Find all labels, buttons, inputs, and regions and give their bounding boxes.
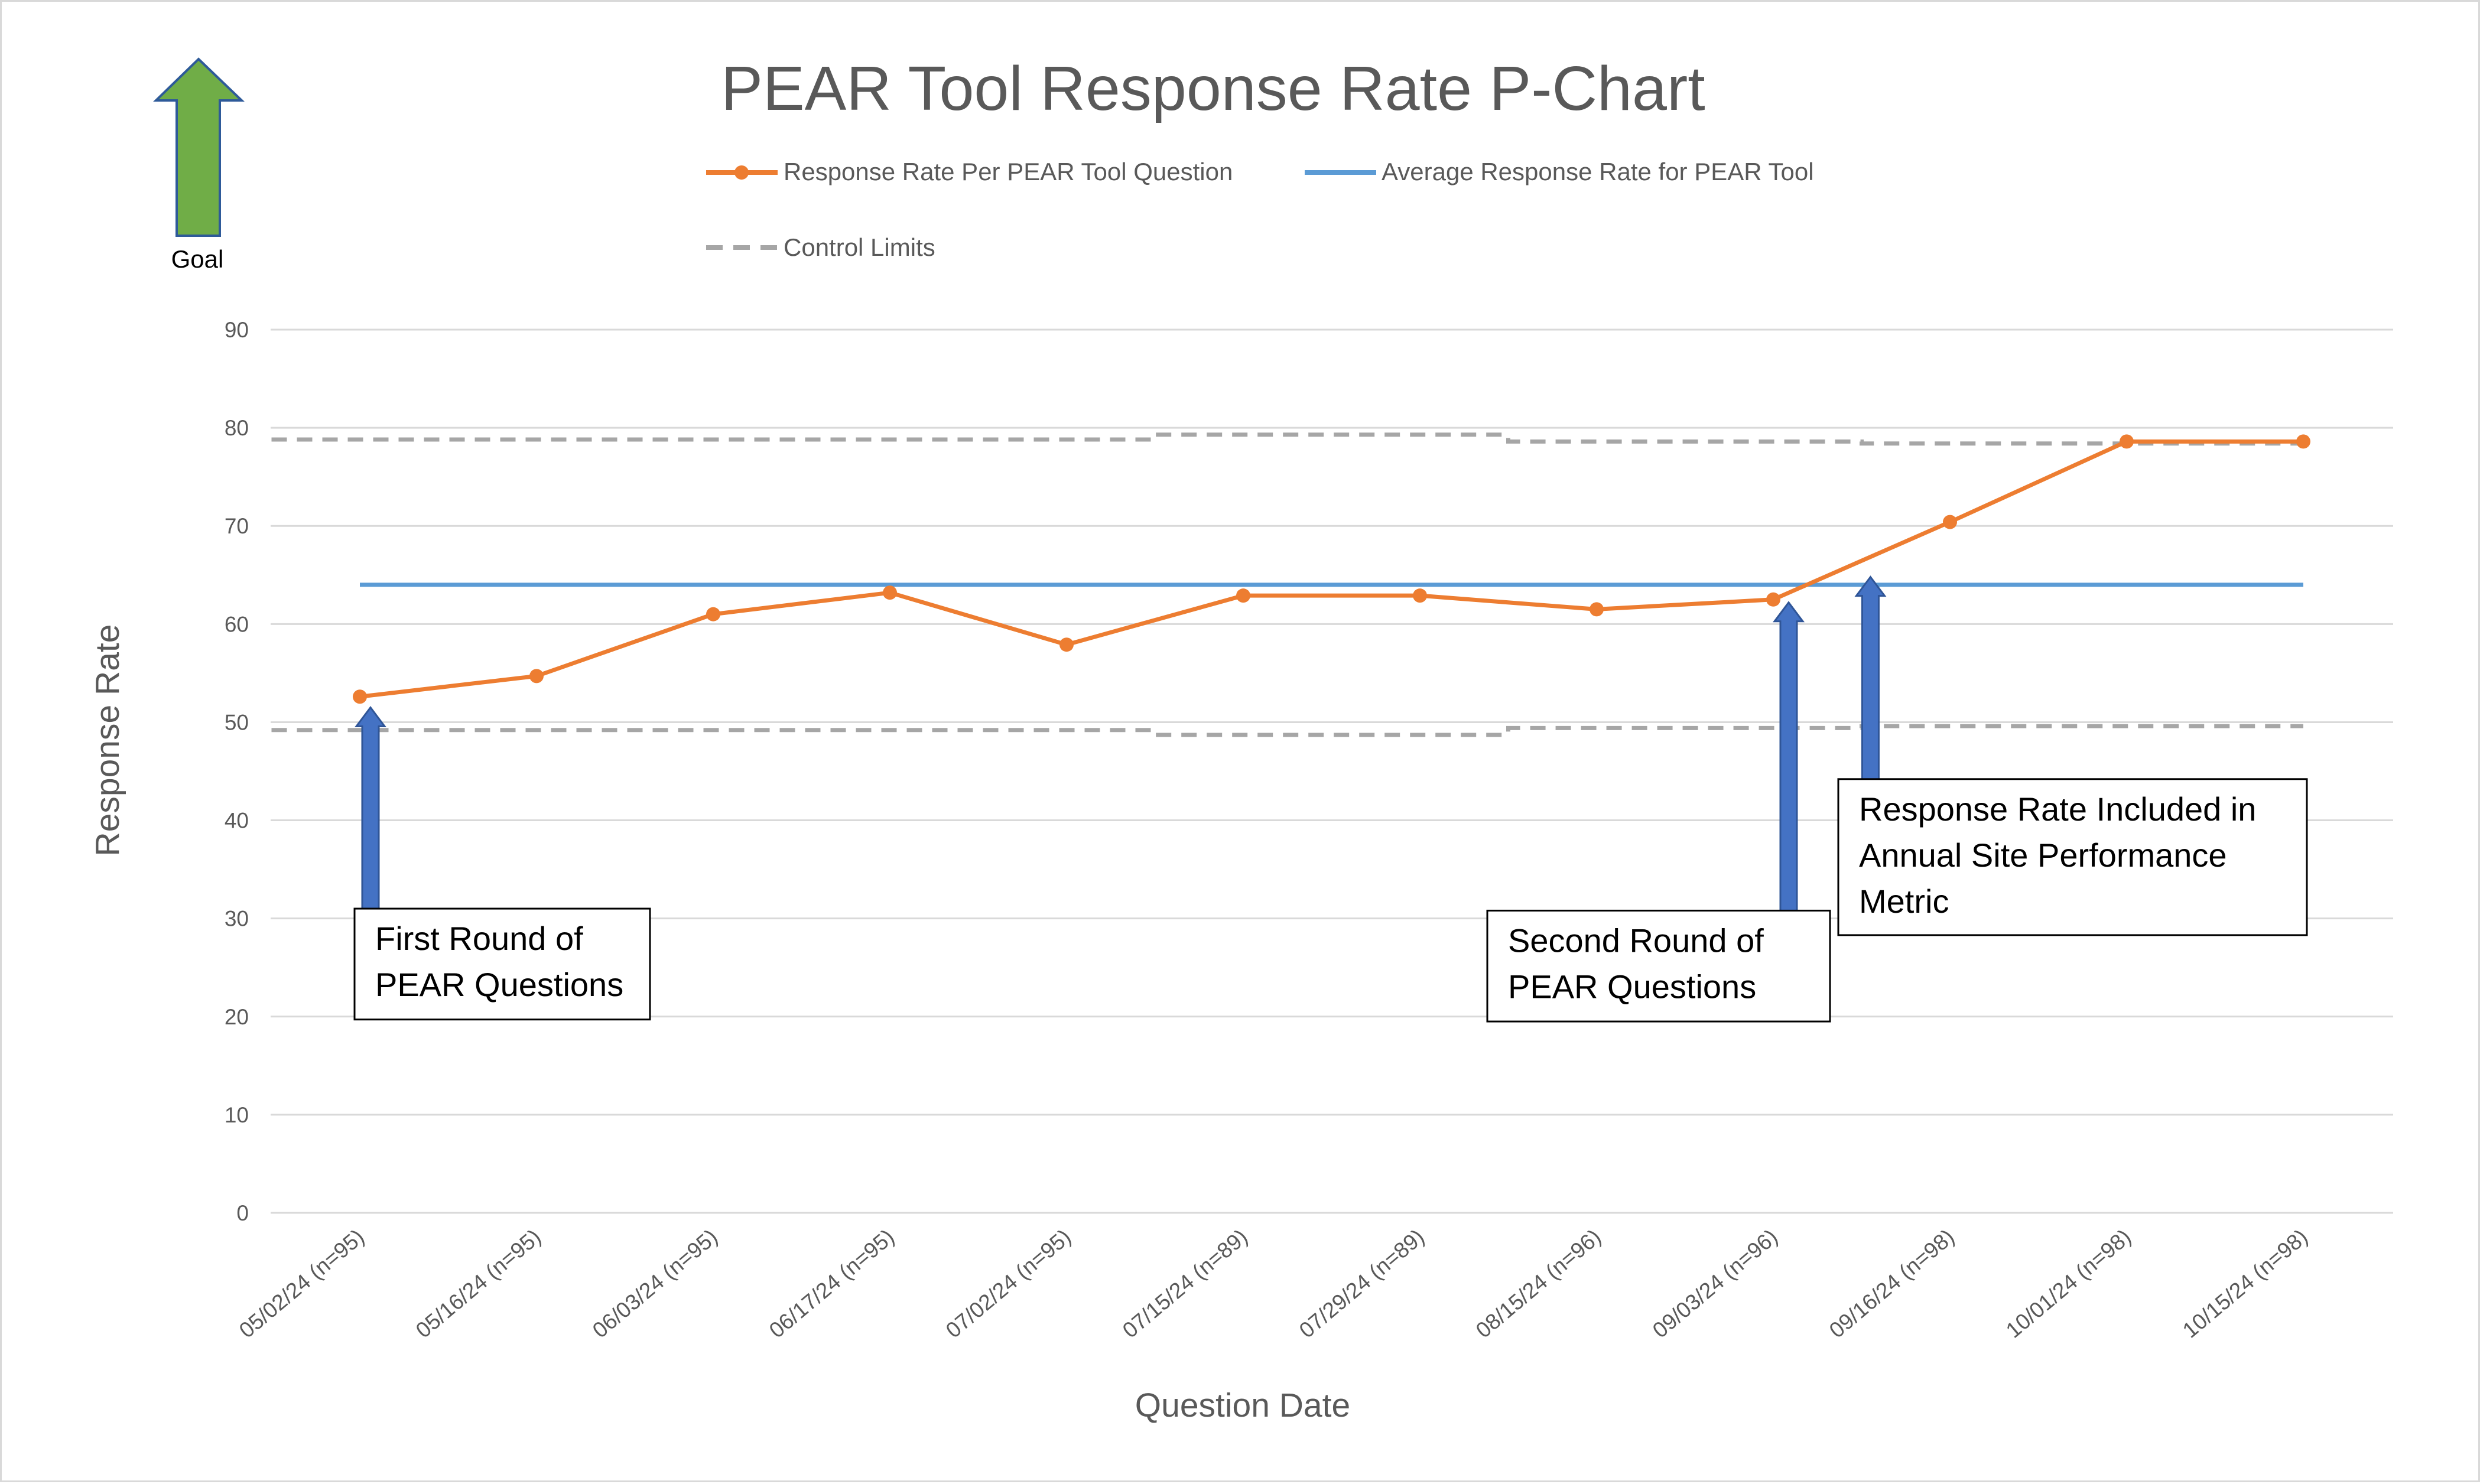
x-tick-label-6: 07/29/24 (n=89) (1295, 1225, 1429, 1343)
goal-label: Goal (171, 245, 224, 273)
annotation-box-2 (1837, 778, 2308, 936)
x-tick-label-3: 06/17/24 (n=95) (765, 1225, 899, 1343)
x-axis-title: Question Date (1135, 1387, 1350, 1424)
annotation-arrow-1 (1773, 601, 1805, 915)
x-tick-label-1: 05/16/24 (n=95) (411, 1225, 545, 1343)
annotation-text-2-0: Response Rate Included in (1859, 790, 2256, 828)
control-limit-lower-line (271, 724, 2303, 737)
y-tick-label-90: 90 (225, 318, 249, 342)
x-tick-label-10: 10/01/24 (n=98) (2001, 1225, 2136, 1343)
y-tick-label-0: 0 (236, 1201, 249, 1225)
annotation-text-1-1: PEAR Questions (1508, 968, 1756, 1005)
x-tick-label-7: 08/15/24 (n=96) (1471, 1225, 1605, 1343)
annotation-text-2-1: Annual Site Performance (1859, 837, 2227, 874)
x-tick-label-2: 06/03/24 (n=95) (588, 1225, 722, 1343)
x-tick-label-4: 07/02/24 (n=95) (941, 1225, 1075, 1343)
control-limit-upper-line (271, 432, 2303, 446)
annotation-text-1-0: Second Round of (1508, 922, 1764, 959)
legend: Response Rate Per PEAR Tool Question Ave… (706, 158, 1814, 261)
y-tick-label-70: 70 (225, 514, 249, 538)
annotation-box-1 (1486, 909, 1831, 1023)
y-tick-label-10: 10 (225, 1103, 249, 1127)
chart-title: PEAR Tool Response Rate P-Chart (721, 54, 1705, 123)
legend-item-control-limits: Control Limits (706, 233, 935, 261)
annotations-layer: First Round of PEAR Questions Second Round… (353, 575, 2308, 1023)
goal-up-arrow-icon (153, 57, 245, 237)
goal-indicator: Goal (153, 57, 245, 273)
response-rate-line (359, 439, 2303, 699)
annotation-arrow-2 (1854, 575, 1887, 782)
response-rate-point-6 (1413, 588, 1427, 603)
y-tick-label-40: 40 (225, 809, 249, 833)
y-tick-label-30: 30 (225, 907, 249, 931)
response-rate-point-0 (353, 689, 367, 704)
y-tick-label-60: 60 (225, 612, 249, 636)
response-rate-point-7 (1590, 602, 1604, 617)
x-axis-ticks: 05/02/24 (n=95) 05/16/24 (n=95) 06/03/24 (… (235, 1225, 2312, 1343)
y-axis-title: Response Rate (89, 624, 126, 857)
annotation-text-2-2: Metric (1859, 883, 1949, 920)
gridlines (271, 328, 2393, 1214)
response-rate-point-3 (883, 585, 897, 600)
legend-item-response-rate: Response Rate Per PEAR Tool Question (706, 158, 1233, 186)
response-rate-point-5 (1236, 588, 1250, 603)
y-tick-label-20: 20 (225, 1005, 249, 1029)
annotation-text-0-0: First Round of (375, 920, 583, 957)
response-rate-point-11 (2296, 434, 2310, 449)
response-rate-point-2 (706, 607, 720, 621)
y-tick-label-80: 80 (225, 416, 249, 440)
legend-label-response-rate: Response Rate Per PEAR Tool Question (784, 158, 1233, 186)
y-tick-label-50: 50 (225, 710, 249, 734)
legend-label-control-limits: Control Limits (784, 233, 935, 261)
x-tick-label-5: 07/15/24 (n=89) (1118, 1225, 1252, 1343)
x-tick-label-9: 09/16/24 (n=98) (1825, 1225, 1959, 1343)
response-rate-point-10 (2120, 434, 2134, 449)
annotation-arrow-0 (355, 706, 386, 915)
legend-label-average: Average Response Rate for PEAR Tool (1382, 158, 1814, 186)
annotation-text-0-1: PEAR Questions (375, 966, 623, 1003)
series-layer (271, 432, 2310, 737)
legend-item-average: Average Response Rate for PEAR Tool (1305, 158, 1814, 186)
response-rate-point-4 (1059, 637, 1074, 652)
y-axis-ticks: 0 10 20 30 40 50 60 70 80 90 (225, 318, 249, 1225)
response-rate-point-1 (529, 669, 544, 684)
legend-marker-response-rate (734, 165, 749, 180)
x-tick-label-11: 10/15/24 (n=98) (2178, 1225, 2312, 1343)
response-rate-point-9 (1943, 515, 1957, 529)
x-tick-label-0: 05/02/24 (n=95) (235, 1225, 369, 1343)
x-tick-label-8: 09/03/24 (n=96) (1648, 1225, 1782, 1343)
response-rate-point-8 (1766, 592, 1780, 607)
annotation-box-0 (353, 907, 651, 1021)
